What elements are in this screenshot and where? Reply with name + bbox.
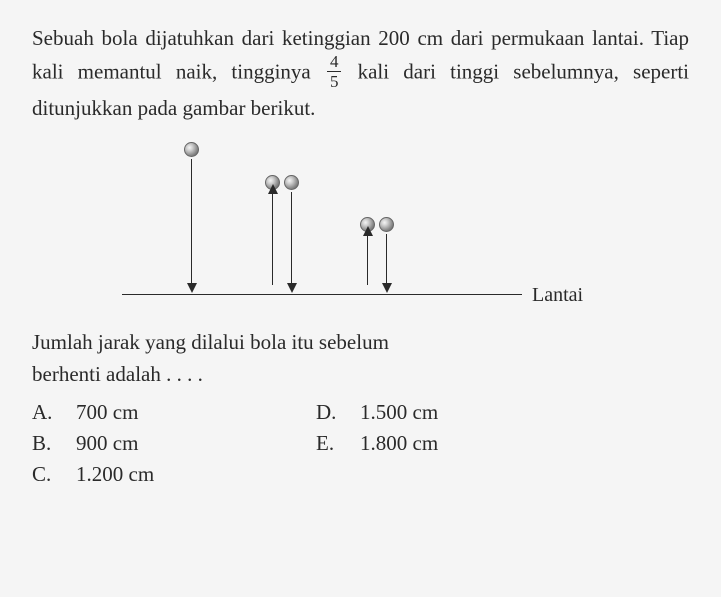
option-value: 900 cm xyxy=(76,431,186,456)
option-letter: B. xyxy=(32,431,60,456)
question-text: Jumlah jarak yang dilalui bola itu sebel… xyxy=(32,327,689,390)
problem-statement: Sebuah bola dijatuhkan dari ketinggian 2… xyxy=(32,22,689,124)
option-letter: C. xyxy=(32,462,60,487)
option-value: 700 cm xyxy=(76,400,186,425)
problem-line-1: Sebuah bola dijatuhkan dari ketinggian 2… xyxy=(32,26,443,50)
arrow-down-icon xyxy=(287,283,297,293)
option-letter: E. xyxy=(316,431,344,456)
option-c: C. 1.200 cm xyxy=(32,462,186,487)
fraction-denominator: 5 xyxy=(327,72,342,90)
arrow-up-line xyxy=(272,192,273,285)
option-letter: D. xyxy=(316,400,344,425)
question-line-1: Jumlah jarak yang dilalui bola itu sebel… xyxy=(32,330,389,354)
arrow-down-line xyxy=(291,192,292,285)
bounce-diagram: Lantai xyxy=(32,142,689,317)
options-col-2: D. 1.500 cm E. 1.800 cm xyxy=(316,400,470,487)
arrow-down-icon xyxy=(187,283,197,293)
arrow-up-line xyxy=(367,234,368,285)
floor-line xyxy=(122,294,522,296)
answer-options: A. 700 cm B. 900 cm C. 1.200 cm D. 1.500… xyxy=(32,400,689,487)
arrow-up-icon xyxy=(363,226,373,236)
option-value: 1.800 cm xyxy=(360,431,470,456)
question-line-2: berhenti adalah . . . . xyxy=(32,362,203,386)
fraction-numerator: 4 xyxy=(327,53,342,72)
problem-line-3a: naik, tingginya xyxy=(176,59,325,83)
ball-icon xyxy=(284,175,299,190)
ball-icon xyxy=(379,217,394,232)
arrow-down-line xyxy=(386,234,387,285)
option-e: E. 1.800 cm xyxy=(316,431,470,456)
floor-label: Lantai xyxy=(532,284,583,307)
option-a: A. 700 cm xyxy=(32,400,186,425)
option-b: B. 900 cm xyxy=(32,431,186,456)
arrow-up-icon xyxy=(268,184,278,194)
option-value: 1.500 cm xyxy=(360,400,470,425)
option-letter: A. xyxy=(32,400,60,425)
arrow-down-line xyxy=(191,159,192,285)
ball-icon xyxy=(184,142,199,157)
options-col-1: A. 700 cm B. 900 cm C. 1.200 cm xyxy=(32,400,186,487)
problem-line-3b: kali dari tinggi sebelumnya, xyxy=(343,59,618,83)
fraction: 45 xyxy=(327,53,342,90)
option-value: 1.200 cm xyxy=(76,462,186,487)
arrow-down-icon xyxy=(382,283,392,293)
option-d: D. 1.500 cm xyxy=(316,400,470,425)
